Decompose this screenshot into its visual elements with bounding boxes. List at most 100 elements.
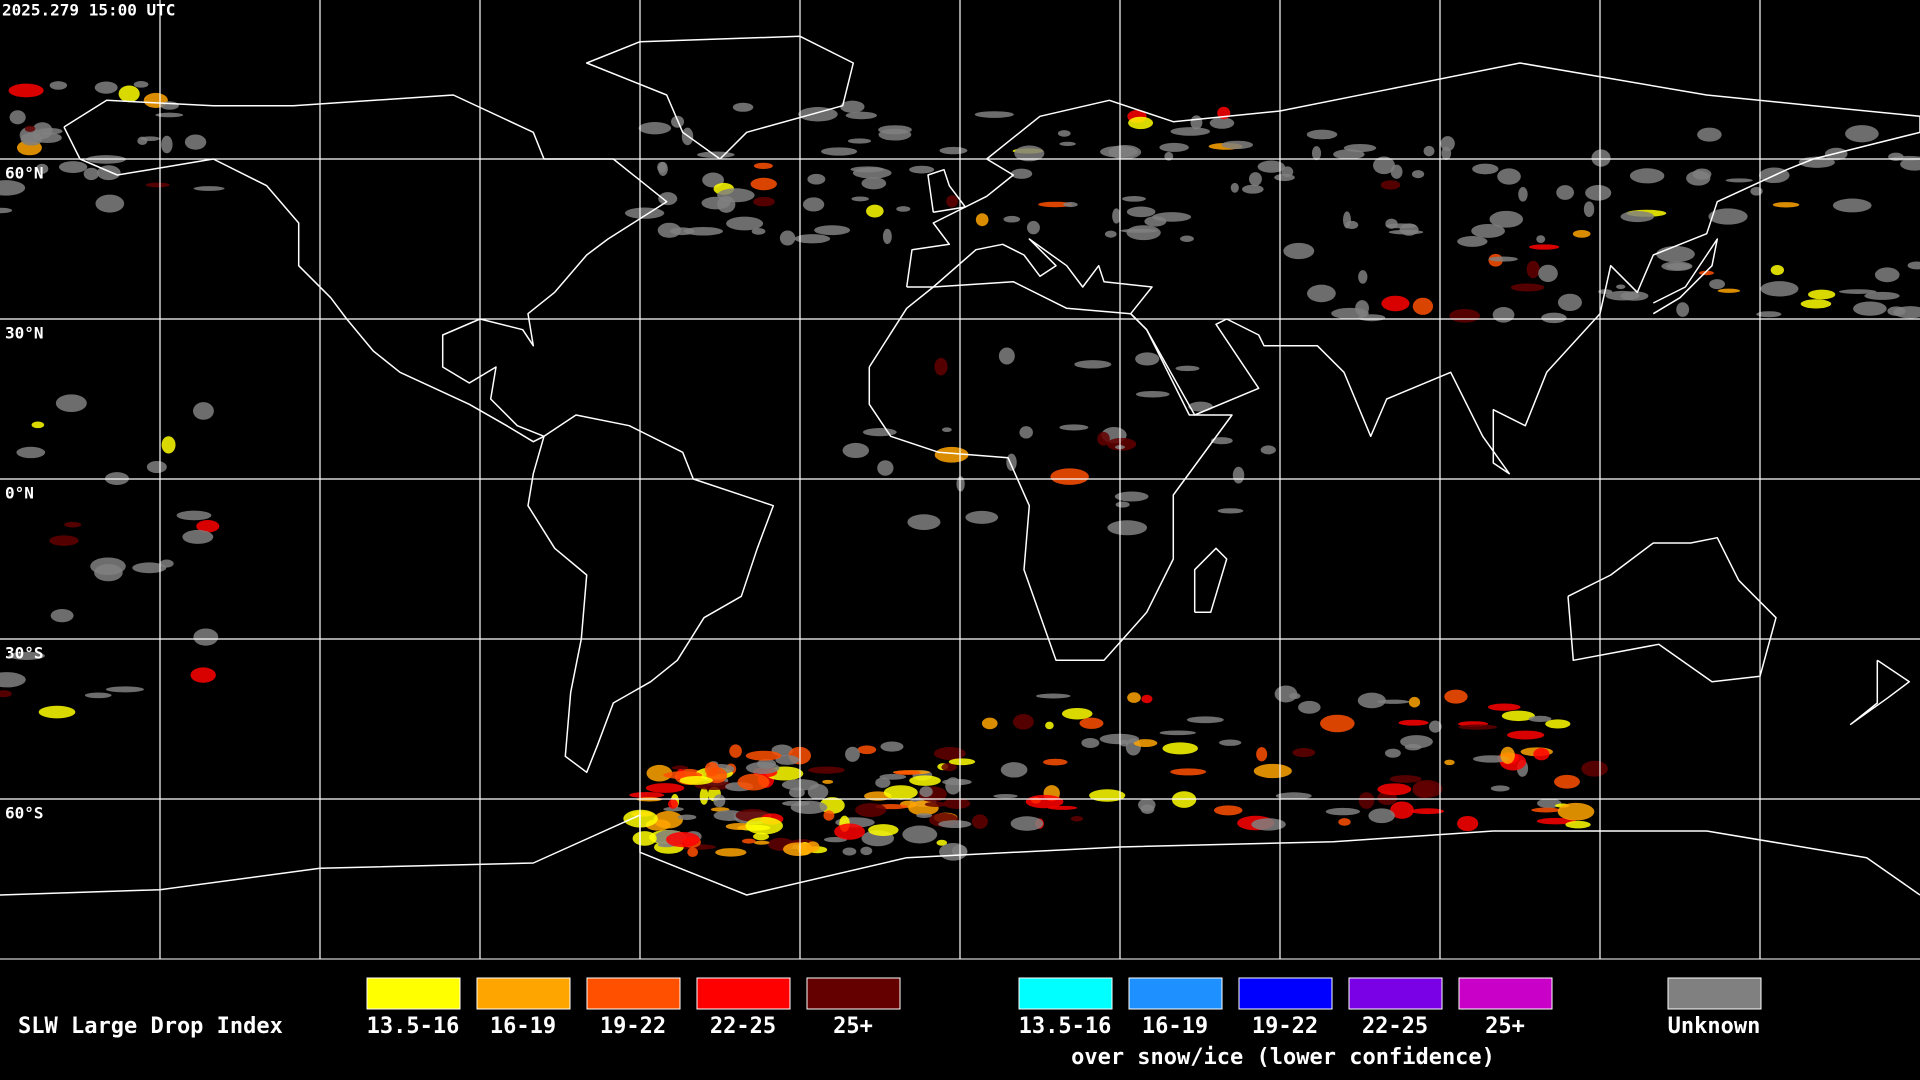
cloud-patch — [745, 750, 782, 761]
cloud-patch — [1275, 792, 1312, 800]
cloud-patch — [663, 806, 684, 812]
cloud-patch — [0, 690, 12, 698]
coastline — [527, 414, 775, 774]
cloud-patch — [24, 125, 36, 132]
cloud-patch — [974, 111, 1014, 118]
cloud-patch — [845, 746, 860, 762]
cloud-patch — [1159, 142, 1189, 152]
cloud-patch — [1526, 260, 1540, 279]
cloud-patch — [1554, 774, 1580, 789]
cloud-patch — [1457, 236, 1488, 247]
cloud-patch — [1126, 225, 1161, 241]
cloud-patch — [1107, 520, 1148, 536]
cloud-patch — [645, 783, 685, 793]
cloud-patch — [1838, 289, 1877, 294]
cloud-patch — [1320, 714, 1355, 733]
cloud-patch — [1533, 747, 1550, 761]
cloud-patch — [750, 177, 777, 191]
cloud-patch — [193, 186, 225, 191]
cloud-patch — [862, 428, 897, 437]
cloud-patch — [1388, 229, 1424, 235]
cloud-patch — [775, 755, 800, 765]
cloud-patch — [58, 161, 88, 173]
cloud-patch — [741, 838, 756, 844]
cloud-patch — [1260, 445, 1276, 455]
legend-swatch — [1348, 977, 1443, 1010]
cloud-patch — [145, 182, 170, 188]
cloud-patch — [679, 776, 713, 785]
cloud-patch — [0, 672, 26, 688]
cloud-patch — [1428, 720, 1442, 733]
coastline — [0, 814, 1920, 896]
cloud-patch — [753, 840, 770, 845]
cloud-patch — [1591, 149, 1611, 167]
cloud-patch — [779, 230, 796, 246]
cloud-patch — [860, 846, 873, 856]
cloud-patch — [1528, 715, 1552, 722]
cloud-patch — [1050, 468, 1089, 485]
cloud-patch — [1605, 290, 1640, 301]
cloud-patch — [1343, 143, 1377, 153]
cloud-patch — [878, 128, 912, 141]
cloud-patch — [934, 357, 948, 376]
cloud-patch — [866, 204, 884, 218]
cloud-patch — [1583, 201, 1595, 218]
cloud-patch — [945, 777, 961, 795]
cloud-patch — [941, 427, 952, 433]
cloud-patch — [1389, 775, 1422, 783]
cloud-patch — [55, 394, 87, 413]
cloud-patch — [834, 823, 865, 840]
cloud-patch — [133, 80, 149, 88]
cloud-patch — [1556, 185, 1574, 200]
cloud-patch — [155, 112, 184, 118]
cloud-patch — [1219, 739, 1242, 746]
cloud-patch — [1345, 220, 1359, 230]
cloud-patch — [1242, 184, 1264, 194]
cloud-patch — [875, 777, 891, 788]
legend-swatch — [1458, 977, 1553, 1010]
timestamp: 2025.279 15:00 UTC — [2, 1, 175, 20]
cloud-patch — [993, 794, 1018, 799]
cloud-patch — [814, 225, 851, 236]
cloud-patch — [118, 85, 140, 103]
cloud-patch — [941, 763, 957, 772]
cloud-patch — [883, 785, 918, 800]
data-field — [0, 80, 1920, 861]
cloud-patch — [1529, 244, 1560, 250]
cloud-patch — [1257, 160, 1285, 173]
cloud-patch — [1458, 724, 1498, 730]
cloud-patch — [975, 213, 989, 227]
cloud-patch — [184, 134, 207, 150]
cloud-patch — [1770, 265, 1785, 276]
coastline — [585, 35, 855, 160]
cloud-patch — [1190, 115, 1203, 130]
cloud-patch — [0, 180, 26, 196]
legend-label: 19-22 — [600, 1014, 666, 1039]
cloud-patch — [1358, 792, 1375, 809]
cloud-patch — [845, 111, 878, 120]
cloud-patch — [1585, 185, 1612, 201]
cloud-patch — [822, 779, 834, 784]
cloud-patch — [1019, 426, 1033, 439]
cloud-patch — [939, 842, 968, 861]
legend-label: 19-22 — [1252, 1014, 1318, 1039]
cloud-patch — [1488, 256, 1518, 262]
cloud-patch — [1230, 182, 1239, 193]
legend: 13.5-16 16-19 19-22 22-25 25+ 13.5-16 16-19 19-… — [366, 977, 1762, 1039]
cloud-patch — [1709, 279, 1726, 290]
cloud-patch — [847, 138, 872, 144]
cloud-patch — [1253, 763, 1292, 779]
cloud-patch — [671, 765, 689, 770]
cloud-patch — [1489, 210, 1524, 228]
cloud-patch — [1832, 198, 1872, 213]
cloud-patch — [783, 842, 814, 857]
cloud-patch — [1497, 168, 1521, 185]
cloud-patch — [1500, 746, 1515, 764]
cloud-patch — [632, 831, 657, 846]
cloud-patch — [1135, 352, 1160, 366]
cloud-patch — [1012, 714, 1034, 730]
cloud-patch — [725, 822, 752, 830]
cloud-patch — [1853, 301, 1887, 316]
legend-swatch — [1238, 977, 1333, 1010]
